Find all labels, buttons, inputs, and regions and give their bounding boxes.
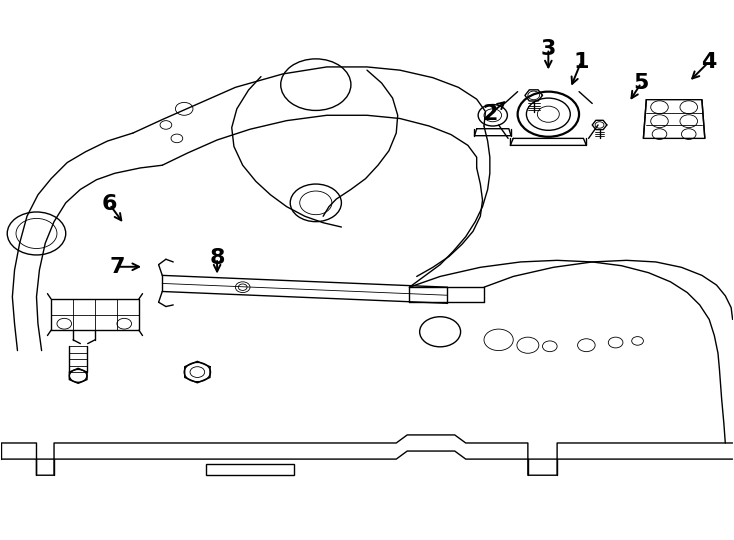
Text: 2: 2 (482, 104, 498, 124)
Text: 3: 3 (541, 39, 556, 59)
Text: 8: 8 (209, 248, 225, 268)
Text: 5: 5 (633, 73, 649, 93)
Text: 4: 4 (702, 51, 717, 72)
Text: 1: 1 (573, 51, 589, 72)
Bar (206, 464, 294, 475)
Text: 6: 6 (102, 194, 117, 214)
Text: 7: 7 (109, 257, 125, 277)
